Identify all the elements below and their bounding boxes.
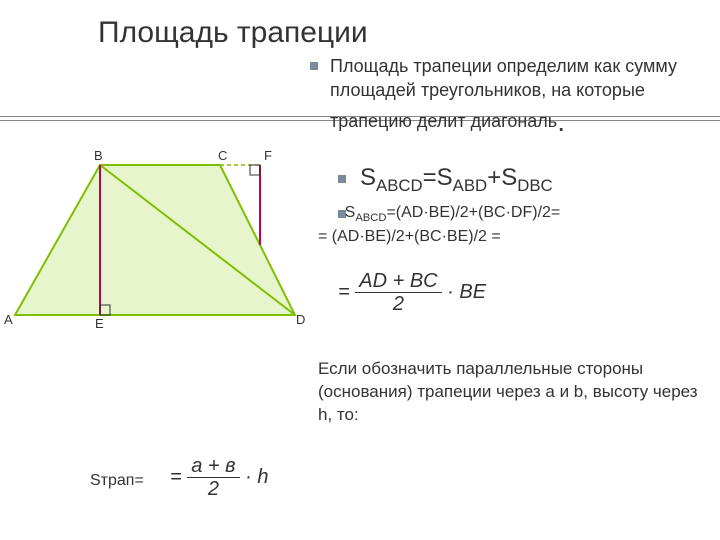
fm-lhs-sub: ABCD [376,176,423,195]
label-a: A [4,312,13,327]
fm-t2sub: DBC [517,176,552,195]
fm-plus: +S [487,164,517,191]
bullet-1 [310,62,318,70]
rt-angle-f [250,165,260,175]
paragraph-1-text: Площадь трапеции определим как сумму пло… [330,56,677,131]
fr-prefix: = [170,466,182,488]
trapezoid-figure [0,150,310,335]
label-d: D [296,312,305,327]
paragraph-2: Если обозначить параллельные стороны (ос… [318,358,698,427]
fm-t1sub: ABD [453,176,488,195]
formula-result: = а + в 2 · h [170,455,269,500]
page-title: Площадь трапеции [98,16,368,50]
paragraph-1: Площадь трапеции определим как сумму пло… [330,54,690,140]
fm-lhs: S [360,164,376,191]
fm-eq: =S [423,164,453,191]
paragraph-1-period: . [557,106,565,137]
fr-suffix: · h [245,466,268,488]
trapezoid-poly [15,165,295,315]
label-e: E [95,316,104,331]
fm-mid-num: AD + BC [355,270,441,293]
label-b: B [94,148,103,163]
formula-main: SABCD=SABD+SDBC [360,162,553,197]
formula-mid: = AD + BC 2 · BE [338,270,486,315]
fr-num: а + в [187,455,239,478]
label-c: C [218,148,227,163]
result-label: Sтрап= [90,470,144,492]
derivation: SABCD=(AD·BE)/2+(BC·DF)/2= = (AD·BE)/2+(… [318,202,698,248]
fm-mid-den: 2 [355,293,441,315]
fm-mid-prefix: = [338,281,350,303]
fm-mid-suffix: · BE [447,281,486,303]
label-f: F [264,148,272,163]
fr-den: 2 [187,478,239,500]
bullet-2 [338,175,346,183]
